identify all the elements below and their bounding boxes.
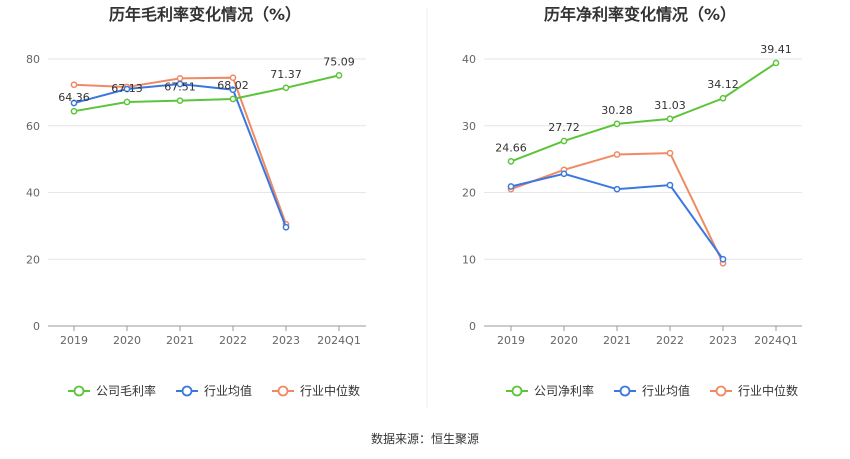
legend-label: 行业均值 xyxy=(204,383,252,398)
data-label: 34.12 xyxy=(707,78,739,91)
legend-label: 公司净利率 xyxy=(534,383,594,398)
legend-label: 行业中位数 xyxy=(300,383,360,398)
y-tick-label: 0 xyxy=(469,320,476,333)
series-point-company xyxy=(123,98,131,106)
legend-label: 公司毛利率 xyxy=(96,383,156,398)
x-tick-label: 2024Q1 xyxy=(317,334,361,347)
x-tick-label: 2020 xyxy=(550,334,578,347)
x-tick-label: 2019 xyxy=(60,334,88,347)
x-tick-label: 2024Q1 xyxy=(754,334,798,347)
series-point-avg xyxy=(560,170,568,178)
data-label: 31.03 xyxy=(654,99,686,112)
x-tick-label: 2020 xyxy=(113,334,141,347)
data-label: 75.09 xyxy=(323,55,355,68)
legend-item-company[interactable]: 公司毛利率 xyxy=(68,383,156,398)
data-label: 68.02 xyxy=(217,79,249,92)
series-point-avg xyxy=(507,183,515,190)
data-source: 数据来源：恒生聚源 xyxy=(371,431,479,446)
series-point-company xyxy=(719,94,727,102)
y-tick-label: 20 xyxy=(462,187,476,200)
data-label: 71.37 xyxy=(270,68,302,81)
series-line-median xyxy=(510,152,724,264)
legend-item-median[interactable]: 行业中位数 xyxy=(710,383,798,398)
chart-title: 历年毛利率变化情况（%） xyxy=(109,5,301,24)
x-tick-label: 2023 xyxy=(272,334,300,347)
series-point-company xyxy=(613,120,621,128)
y-tick-label: 40 xyxy=(26,187,40,200)
series-point-avg xyxy=(229,86,237,94)
data-label: 67.51 xyxy=(164,81,196,94)
series-point-company xyxy=(666,115,674,123)
series-point-company xyxy=(176,97,184,105)
data-label: 67.13 xyxy=(111,82,143,95)
net-margin-chart: 历年净利率变化情况（%） 0 10 20 30 40 2019 2020 2021 2022 202… xyxy=(462,5,802,398)
x-tick-label: 2021 xyxy=(603,334,631,347)
x-tick-label: 2022 xyxy=(656,334,684,347)
series-point-avg xyxy=(719,255,727,263)
series-point-company xyxy=(70,107,78,115)
series-point-avg xyxy=(123,85,131,93)
y-tick-label: 60 xyxy=(26,120,40,133)
series-point-avg xyxy=(666,181,674,189)
series-point-median xyxy=(70,81,78,89)
series-point-median xyxy=(666,149,674,157)
legend-item-median[interactable]: 行业中位数 xyxy=(272,383,360,398)
y-tick-label: 80 xyxy=(26,53,40,66)
legend-label: 行业中位数 xyxy=(738,383,798,398)
series-line-company xyxy=(73,74,340,113)
legend-swatch-marker xyxy=(619,385,631,397)
x-tick-label: 2019 xyxy=(497,334,525,347)
series-point-avg xyxy=(613,185,621,193)
series-point-company xyxy=(772,59,780,67)
gross-margin-chart: 历年毛利率变化情况（%） 0 20 40 60 80 2019 2020 2021 2022 202… xyxy=(26,5,366,398)
data-label: 30.28 xyxy=(601,104,633,117)
legend-label: 行业均值 xyxy=(642,383,690,398)
series-point-median xyxy=(613,151,621,158)
series-point-avg xyxy=(282,223,290,231)
y-tick-label: 30 xyxy=(462,120,476,133)
series-point-company xyxy=(507,158,515,165)
x-tick-label: 2021 xyxy=(166,334,194,347)
legend-item-avg[interactable]: 行业均值 xyxy=(614,383,690,398)
legend-swatch-marker xyxy=(715,385,727,397)
y-tick-label: 10 xyxy=(462,253,476,266)
legend-item-company[interactable]: 公司净利率 xyxy=(506,383,594,398)
data-label: 24.66 xyxy=(495,141,527,154)
series-point-company xyxy=(560,137,568,145)
series-point-company xyxy=(229,95,237,103)
series-point-avg xyxy=(70,99,78,107)
data-label: 64.36 xyxy=(58,91,90,104)
x-tick-label: 2023 xyxy=(709,334,737,347)
series-line-company xyxy=(510,62,777,163)
series-point-company xyxy=(335,72,343,79)
legend-swatch-marker xyxy=(277,385,289,397)
y-tick-label: 0 xyxy=(33,320,40,333)
legend-swatch-marker xyxy=(181,385,193,397)
series-point-avg xyxy=(176,80,184,88)
data-label: 27.72 xyxy=(548,121,580,134)
series-point-company xyxy=(282,84,290,92)
series-point-median xyxy=(229,74,237,82)
legend-item-avg[interactable]: 行业均值 xyxy=(176,383,252,398)
y-tick-label: 40 xyxy=(462,53,476,66)
y-tick-label: 20 xyxy=(26,253,40,266)
chart-title: 历年净利率变化情况（%） xyxy=(544,5,736,24)
x-tick-label: 2022 xyxy=(219,334,247,347)
legend-swatch-marker xyxy=(73,385,85,397)
data-label: 39.41 xyxy=(760,43,792,56)
legend-swatch-marker xyxy=(511,385,523,397)
